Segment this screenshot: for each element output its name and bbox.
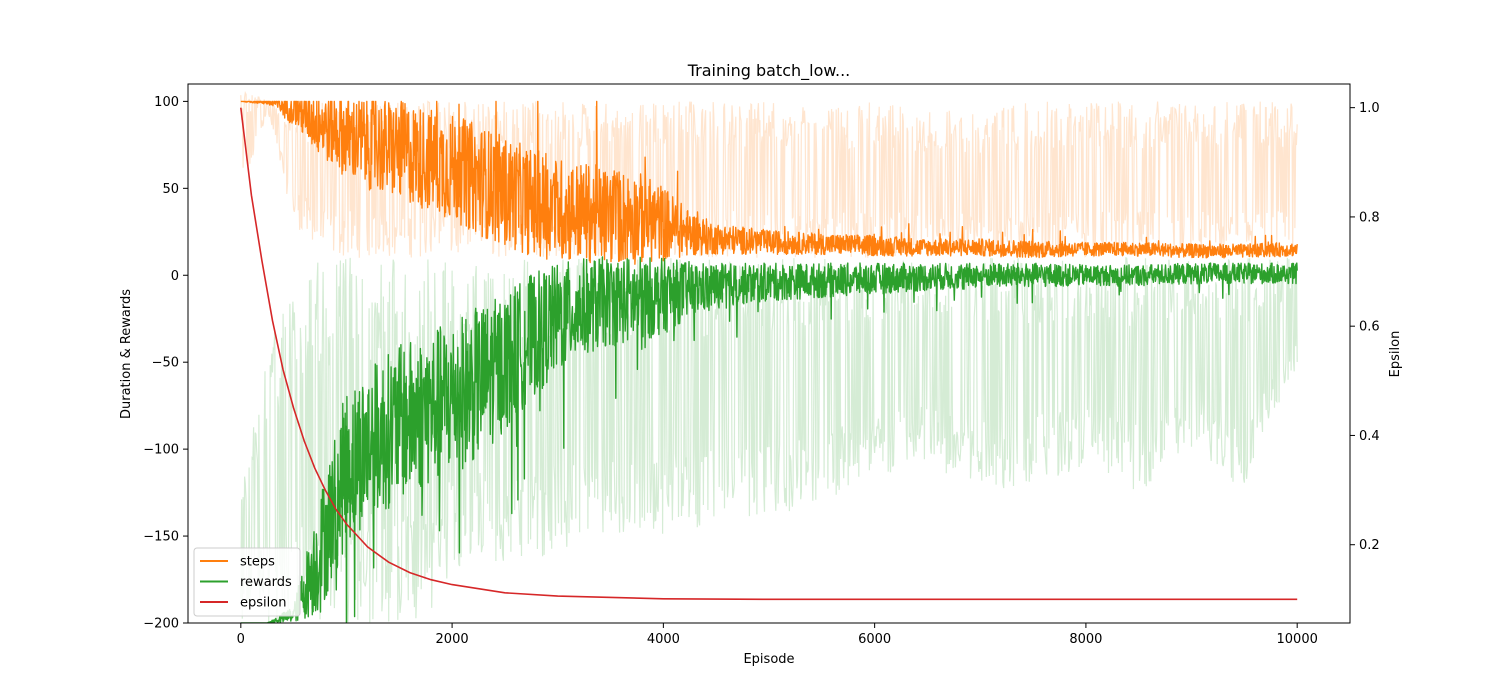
chart-title: Training batch_low... xyxy=(687,61,851,81)
y-axis-left-label: Duration & Rewards xyxy=(119,289,134,419)
y-left-tick-label: −50 xyxy=(152,356,179,371)
legend: steps rewards epsilon xyxy=(193,547,301,617)
legend-label-steps: steps xyxy=(240,555,275,570)
legend-label-rewards: rewards xyxy=(240,575,292,590)
x-tick-label: 2000 xyxy=(436,632,469,647)
y-right-tick-label: 1.0 xyxy=(1359,101,1380,116)
y-right-tick-label: 0.6 xyxy=(1359,320,1380,335)
legend-box xyxy=(193,547,301,617)
y-axis-right: 1.0 0.8 0.6 0.4 0.2 xyxy=(1350,101,1380,553)
series-line-steps xyxy=(240,100,1298,265)
x-axis: 0 2000 4000 6000 8000 10000 xyxy=(237,623,1318,647)
plot-frame xyxy=(187,83,1351,624)
x-tick-label: 6000 xyxy=(858,632,891,647)
x-tick-label: 4000 xyxy=(647,632,680,647)
y-left-tick-label: 100 xyxy=(154,95,179,110)
legend-label-epsilon: epsilon xyxy=(240,596,286,611)
series-lines xyxy=(240,100,1298,623)
y-right-tick-label: 0.2 xyxy=(1359,538,1380,553)
x-axis-label: Episode xyxy=(743,652,794,667)
x-tick-label: 0 xyxy=(237,632,245,647)
series-band-rewards xyxy=(240,256,1298,623)
series-line-rewards xyxy=(240,256,1298,623)
y-left-tick-label: −150 xyxy=(143,530,179,545)
y-left-tick-label: 50 xyxy=(162,182,179,197)
y-right-tick-label: 0.4 xyxy=(1359,429,1380,444)
y-left-tick-label: 0 xyxy=(171,269,179,284)
y-left-tick-label: −200 xyxy=(143,617,179,632)
y-axis-left: 100 50 0 −50 −100 −150 −200 xyxy=(143,95,188,632)
series-line-epsilon xyxy=(240,107,1298,601)
y-right-tick-label: 0.8 xyxy=(1359,210,1380,225)
y-left-tick-label: −100 xyxy=(143,443,179,458)
x-tick-label: 8000 xyxy=(1069,632,1102,647)
y-axis-right-label: Epsilon xyxy=(1388,331,1403,378)
x-tick-label: 10000 xyxy=(1277,632,1318,647)
